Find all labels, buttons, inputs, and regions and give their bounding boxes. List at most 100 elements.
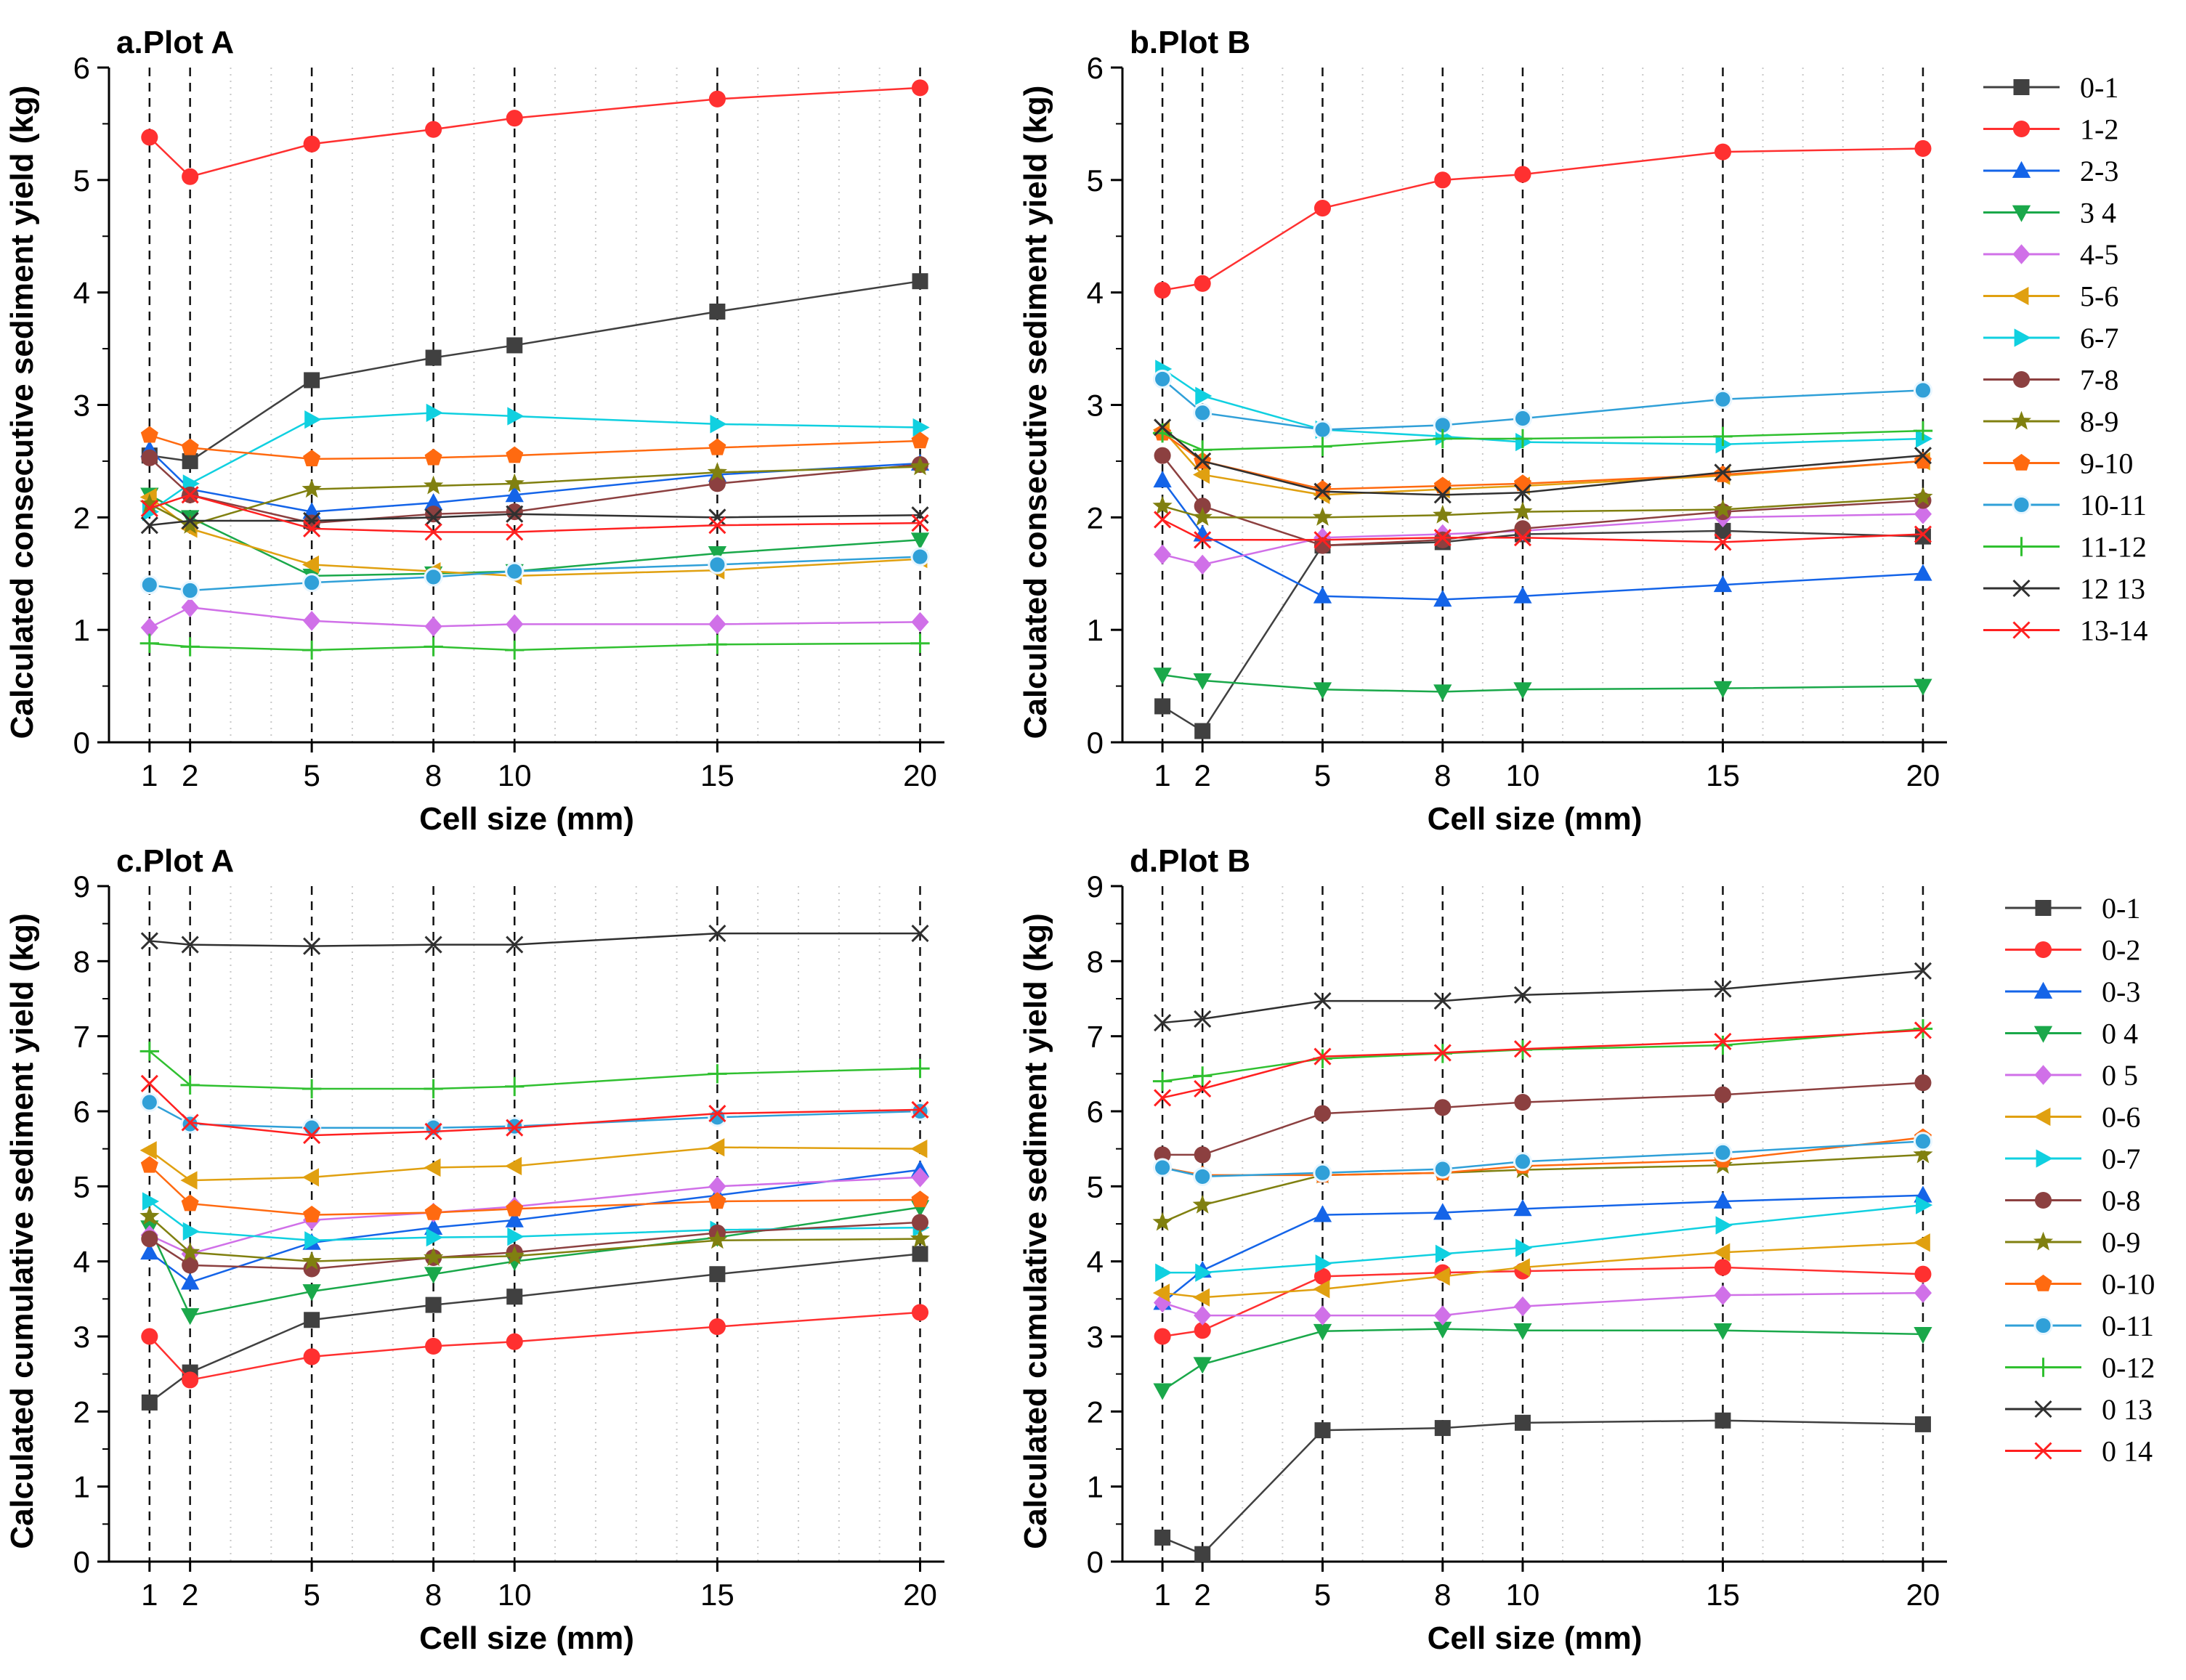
y-tick-label: 5 [1087,163,1104,198]
data-point [1192,1288,1210,1307]
series-0-7 [1155,1196,1933,1282]
data-point [910,1058,930,1079]
y-tick-label: 4 [1087,276,1104,310]
legend-item: 11-12 [1983,531,2147,564]
data-point [1433,429,1452,449]
data-point [1194,531,1212,549]
data-point [1433,1203,1452,1220]
data-point [1433,1159,1452,1179]
data-point [1313,1163,1332,1182]
data-point [424,567,443,587]
x-tick-label: 5 [303,758,320,792]
data-point [181,1113,199,1132]
data-point [910,547,930,567]
y-tick-label: 4 [73,276,90,310]
legend-marker [2034,1191,2052,1209]
y-axis-label: Calculated consecutive sediment yield (k… [1018,86,1053,739]
data-point [1434,1099,1452,1116]
legend-label: 0-9 [2102,1226,2140,1259]
data-point [424,475,444,495]
legend-item: 0-12 [2005,1352,2155,1384]
data-point [1914,1265,1932,1283]
data-point [302,1284,321,1302]
data-point [304,410,322,429]
series-0-5 [1153,1283,1932,1326]
data-point [1713,389,1733,409]
data-point [1713,1191,1733,1209]
data-point [1914,1021,1932,1039]
y-tick-label: 4 [73,1245,90,1279]
data-point [1192,440,1213,460]
data-point [1715,435,1733,454]
data-point [1513,484,1532,502]
data-point [424,493,443,511]
legend-marker [2036,1149,2053,1168]
data-point [181,511,199,530]
data-point [1513,409,1533,429]
data-point [304,1312,320,1328]
data-point [140,617,158,638]
data-point [1434,531,1452,548]
data-point [1194,1322,1211,1339]
series-6-7 [142,403,930,522]
data-point [911,1214,929,1231]
data-point [1315,1254,1332,1273]
data-point [1313,1323,1332,1341]
y-tick-label: 0 [73,726,90,760]
x-tick-label: 2 [1194,758,1211,792]
data-point [180,1241,201,1261]
data-point [303,1348,320,1365]
data-point [1513,1040,1532,1058]
legend-marker [2034,941,2052,959]
data-point [710,415,727,434]
legend-marker [2012,244,2031,264]
data-point [180,1075,200,1095]
data-point [1313,586,1332,604]
data-point [140,932,158,950]
data-point [1194,554,1212,575]
series-10-11 [139,547,930,601]
data-point [506,523,524,541]
legend-item: 0-2 [2005,934,2140,967]
y-tick-label: 5 [73,1169,90,1204]
data-point [506,936,524,954]
data-point [708,635,727,654]
y-tick-label: 9 [1087,869,1104,904]
data-point [1913,381,1932,400]
series-0-8 [1154,1074,1932,1164]
x-tick-label: 5 [1314,1578,1331,1612]
legend-marker [2012,205,2031,222]
data-point [708,1137,725,1157]
legend-marker [2012,161,2031,178]
data-point [707,462,727,481]
data-point [424,1267,443,1284]
series-0-2 [141,1304,929,1389]
data-point [1313,1105,1332,1122]
x-tick-label: 5 [303,1578,320,1612]
x-tick-label: 15 [1706,758,1740,792]
y-tick-label: 6 [1087,1095,1104,1129]
data-point [180,514,201,534]
data-point [1433,1267,1450,1286]
data-point [1913,1132,1932,1151]
data-point [506,1199,524,1217]
legend-marker [2035,900,2052,916]
data-point [1153,667,1172,685]
data-point [506,1289,523,1305]
data-point [1433,992,1452,1010]
x-axis-label: Cell size (mm) [1428,1620,1643,1656]
data-point [302,573,322,593]
data-point [1513,429,1533,449]
data-point [140,516,158,535]
data-point [1154,1089,1172,1107]
legend-marker [2034,1065,2052,1085]
data-point [1154,511,1172,529]
data-point [1194,498,1211,515]
panel-title: d.Plot B [1130,843,1250,879]
data-point [303,1205,321,1222]
legend-label: 3 4 [2080,197,2116,230]
y-axis-label: Calculated cumulative sediment yield (kg… [4,913,40,1549]
data-point [1194,1305,1212,1326]
